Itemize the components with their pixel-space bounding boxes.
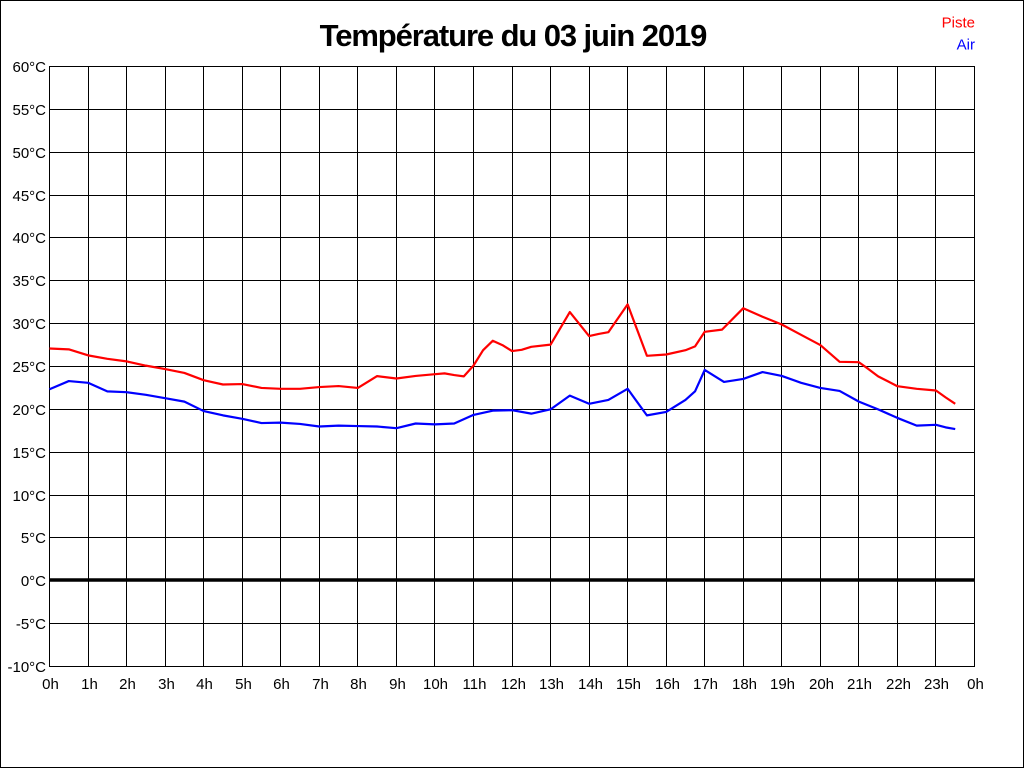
svg-text:5h: 5h [235,676,252,693]
svg-text:2h: 2h [119,676,136,693]
svg-text:0°C: 0°C [21,573,46,590]
svg-text:21h: 21h [847,676,872,693]
svg-text:35°C: 35°C [12,273,46,290]
svg-text:10°C: 10°C [12,488,46,505]
svg-text:20°C: 20°C [12,402,46,419]
svg-text:15h: 15h [616,676,641,693]
svg-text:18h: 18h [732,676,757,693]
svg-text:15°C: 15°C [12,445,46,462]
svg-text:45°C: 45°C [12,188,46,205]
svg-text:8h: 8h [350,676,367,693]
svg-text:0h: 0h [42,676,59,693]
svg-text:11h: 11h [463,676,487,693]
svg-text:1h: 1h [81,676,98,693]
svg-text:6h: 6h [273,676,290,693]
svg-text:55°C: 55°C [12,102,46,119]
svg-text:5°C: 5°C [21,530,46,547]
svg-text:19h: 19h [770,676,795,693]
svg-text:3h: 3h [158,676,175,693]
svg-text:4h: 4h [196,676,213,693]
svg-text:17h: 17h [693,676,718,693]
svg-text:10h: 10h [423,676,448,693]
svg-text:9h: 9h [389,676,406,693]
svg-text:23h: 23h [924,676,949,693]
svg-text:40°C: 40°C [12,230,46,247]
svg-text:Air: Air [957,37,975,54]
svg-text:22h: 22h [886,676,911,693]
svg-text:Température du 03 juin 2019: Température du 03 juin 2019 [320,18,708,53]
svg-text:50°C: 50°C [12,145,46,162]
svg-text:-10°C: -10°C [7,659,46,676]
svg-text:30°C: 30°C [12,316,46,333]
svg-text:Piste: Piste [942,15,975,32]
svg-text:25°C: 25°C [12,359,46,376]
svg-text:20h: 20h [809,676,834,693]
svg-text:-5°C: -5°C [16,616,46,633]
svg-text:60°C: 60°C [12,59,46,76]
svg-text:13h: 13h [539,676,564,693]
svg-text:16h: 16h [655,676,680,693]
svg-text:14h: 14h [578,676,603,693]
svg-text:12h: 12h [501,676,526,693]
svg-text:0h: 0h [967,676,984,693]
svg-text:7h: 7h [312,676,329,693]
